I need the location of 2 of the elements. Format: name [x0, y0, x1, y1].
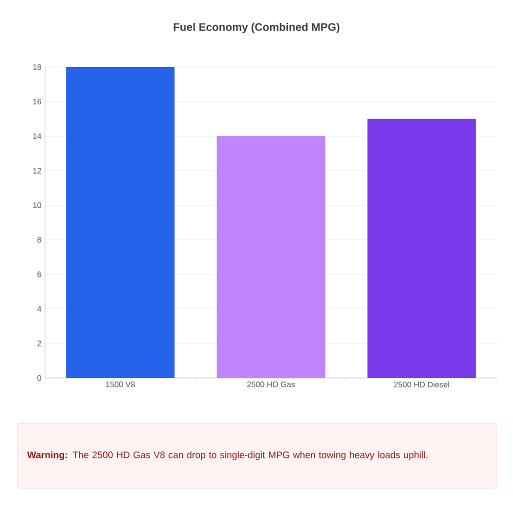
text: Warning: The 2500 HD Gas V8 can drop to single-digit MPG when towing heavy loads uphill.	[27, 451, 428, 460]
chart-title: Fuel Economy (Combined MPG)	[174, 22, 340, 34]
